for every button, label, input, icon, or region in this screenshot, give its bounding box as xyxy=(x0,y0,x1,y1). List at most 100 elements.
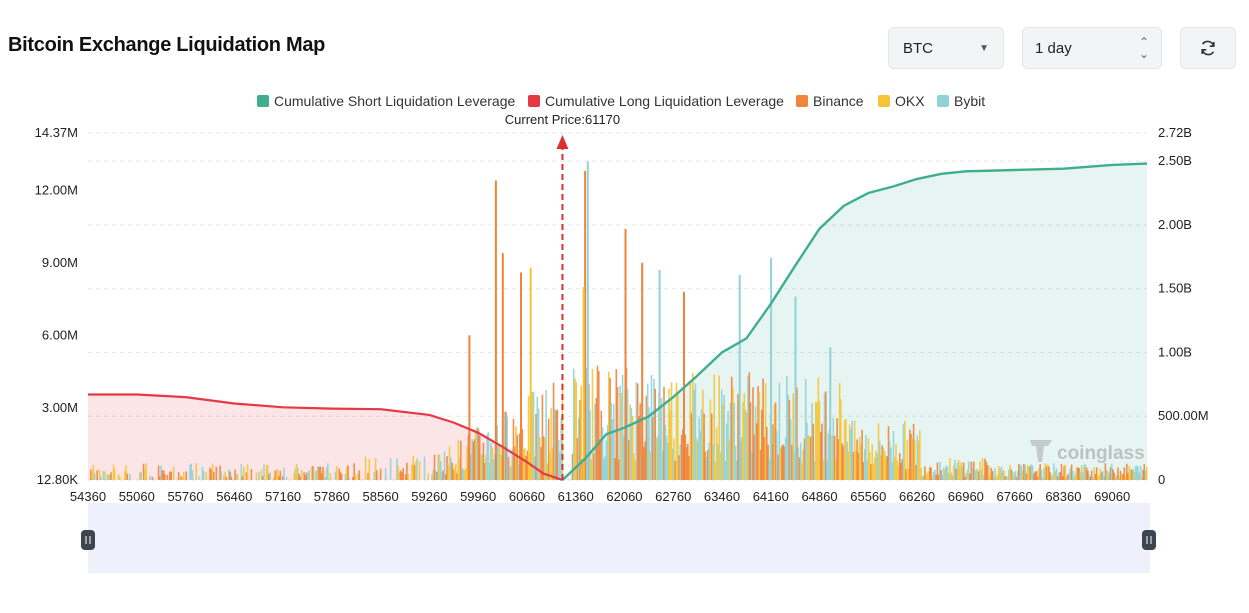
liquidation-bar xyxy=(487,432,490,480)
liquidation-bar xyxy=(364,456,367,480)
liquidation-bar xyxy=(858,436,861,480)
liquidation-bar xyxy=(742,402,744,480)
liquidation-bar xyxy=(235,474,238,480)
liquidation-bar xyxy=(974,470,976,480)
liquidation-bar xyxy=(503,411,506,480)
liquidation-bar xyxy=(598,371,600,480)
liquidation-bar xyxy=(236,474,239,480)
liquidation-bar xyxy=(774,402,777,480)
symbol-select[interactable]: BTC ▼ xyxy=(888,27,1004,69)
liquidation-bar xyxy=(1052,474,1054,480)
liquidation-bar xyxy=(476,427,478,480)
liquidation-bar xyxy=(535,413,537,480)
liquidation-bar xyxy=(634,460,636,480)
liquidation-bar xyxy=(537,408,540,480)
liquidation-bar xyxy=(919,430,921,480)
liquidation-bar xyxy=(1126,463,1128,480)
liquidation-bar xyxy=(767,444,769,480)
liquidation-bar xyxy=(904,420,906,480)
liquidation-bar xyxy=(441,472,443,480)
liquidation-bar xyxy=(436,472,438,480)
liquidation-bar xyxy=(195,463,197,480)
liquidation-bar xyxy=(729,402,732,480)
legend-label-long[interactable]: Cumulative Long Liquidation Leverage xyxy=(545,93,784,109)
liquidation-bar xyxy=(801,462,803,480)
liquidation-bar xyxy=(581,459,584,480)
interval-select[interactable]: 1 day ⌃ ⌄ xyxy=(1022,27,1162,69)
liquidation-bar xyxy=(651,416,654,480)
liquidation-bar xyxy=(245,472,248,480)
liquidation-bar xyxy=(1034,471,1036,480)
liquidation-bar xyxy=(1028,466,1030,480)
liquidation-bar xyxy=(700,409,703,480)
liquidation-bar xyxy=(871,444,873,480)
slider-right-handle[interactable] xyxy=(1142,530,1156,550)
liquidation-bar xyxy=(282,476,284,480)
legend-label-bybit[interactable]: Bybit xyxy=(954,93,985,109)
liquidation-bar xyxy=(935,475,937,480)
liquidation-bar xyxy=(457,439,460,480)
liquidation-bar xyxy=(748,372,751,480)
legend-swatch-okx[interactable] xyxy=(878,95,890,107)
liquidation-bar xyxy=(1077,467,1079,480)
liquidation-bar xyxy=(458,458,461,480)
liquidation-bar xyxy=(836,418,838,480)
liquidation-bar xyxy=(737,394,739,480)
legend-swatch-bybit[interactable] xyxy=(937,95,949,107)
liquidation-bar xyxy=(1109,467,1112,480)
legend-label-binance[interactable]: Binance xyxy=(813,93,864,109)
liquidation-bar xyxy=(427,473,429,480)
liquidation-bar xyxy=(806,422,808,480)
liquidation-bar xyxy=(1019,466,1021,480)
slider-track[interactable] xyxy=(88,503,1150,573)
liquidation-bar xyxy=(303,472,305,480)
refresh-button[interactable] xyxy=(1180,27,1236,69)
liquidation-bar xyxy=(1117,467,1119,480)
liquidation-bar xyxy=(345,467,348,480)
legend-swatch-binance[interactable] xyxy=(796,95,808,107)
legend-label-okx[interactable]: OKX xyxy=(895,93,925,109)
liquidation-bar xyxy=(140,471,142,480)
liquidation-bar xyxy=(1030,464,1033,480)
liquidation-bar xyxy=(1131,469,1133,480)
liquidation-bar xyxy=(1119,470,1122,480)
liquidation-bar xyxy=(579,400,581,480)
liquidation-bar xyxy=(1088,474,1090,480)
liquidation-bar xyxy=(374,458,377,480)
liquidation-bar xyxy=(1105,470,1108,480)
liquidation-bar xyxy=(90,469,92,480)
legend-swatch-short[interactable] xyxy=(257,95,269,107)
liquidation-bar xyxy=(702,389,704,480)
page-title: Bitcoin Exchange Liquidation Map xyxy=(8,34,326,56)
liquidation-bar xyxy=(182,471,185,480)
liquidation-bar xyxy=(910,434,912,480)
liquidation-bar xyxy=(802,449,804,480)
liquidation-bar xyxy=(368,459,371,480)
liquidation-bar xyxy=(752,387,754,480)
liquidation-bar xyxy=(921,476,924,480)
legend-label-short[interactable]: Cumulative Short Liquidation Leverage xyxy=(274,93,515,109)
liquidation-bar xyxy=(398,472,401,480)
liquidation-bar xyxy=(764,383,767,480)
liquidation-bar xyxy=(916,435,919,480)
legend-swatch-long[interactable] xyxy=(528,95,540,107)
liquidation-bar xyxy=(971,467,974,480)
slider-left-handle[interactable] xyxy=(81,530,95,550)
liquidation-bar xyxy=(804,379,807,480)
liquidation-bar xyxy=(406,462,408,480)
liquidation-bar xyxy=(655,438,658,480)
liquidation-bar xyxy=(626,388,629,480)
liquidation-peak-bar xyxy=(582,287,585,480)
liquidation-bar xyxy=(325,467,328,480)
liquidation-bar xyxy=(787,395,789,480)
symbol-select-value: BTC xyxy=(903,39,933,57)
liquidation-bar xyxy=(975,469,978,480)
liquidation-bar xyxy=(307,472,309,480)
liquidation-bar xyxy=(675,382,678,480)
liquidation-bar xyxy=(915,464,917,480)
liquidation-bar xyxy=(862,462,865,480)
zoom-slider[interactable] xyxy=(81,503,1156,573)
liquidation-bar xyxy=(340,473,343,480)
liquidation-bar xyxy=(931,476,934,480)
liquidation-bar xyxy=(103,471,106,480)
